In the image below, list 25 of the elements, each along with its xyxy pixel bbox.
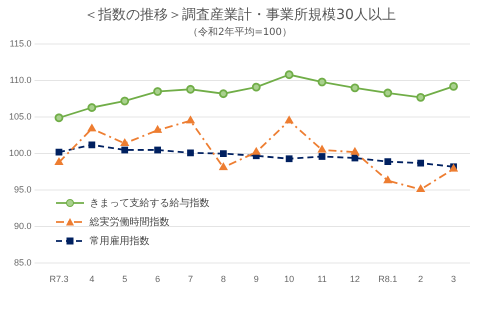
legend-label: 総実労働時間指数 <box>90 216 170 229</box>
x-tick-label: R8.1 <box>378 274 398 284</box>
chart-subtitle: （令和2年平均=100） <box>187 26 293 39</box>
legend-label: きまって支給する給与指数 <box>90 196 210 210</box>
x-tick-label: 7 <box>188 274 194 284</box>
y-tick-label: 100.0 <box>8 148 32 158</box>
x-tick-label: 2 <box>418 274 424 284</box>
x-tick-label: 4 <box>89 274 94 284</box>
y-tick-label: 85.0 <box>14 258 32 268</box>
chart-title: ＜指数の推移＞調査産業計・事業所規模30人以上 <box>83 6 397 24</box>
x-tick-label: 11 <box>317 274 327 284</box>
y-tick-label: 115.0 <box>10 38 32 48</box>
x-tick-label: 9 <box>254 274 259 284</box>
y-tick-label: 90.0 <box>14 221 32 232</box>
x-tick-label: 8 <box>220 274 226 284</box>
y-tick-label: 95.0 <box>14 184 32 195</box>
x-tick-label: 3 <box>451 274 456 284</box>
y-tick-label: 110.0 <box>10 75 32 86</box>
x-tick-label: 12 <box>350 274 360 284</box>
x-tick-label: 6 <box>155 274 160 284</box>
legend-label: 常用雇用指数 <box>90 234 150 248</box>
x-tick-label: 5 <box>122 274 128 284</box>
y-tick-label: 105.0 <box>8 112 32 122</box>
x-tick-label: R7.3 <box>49 274 68 284</box>
x-tick-label: 10 <box>284 274 294 284</box>
